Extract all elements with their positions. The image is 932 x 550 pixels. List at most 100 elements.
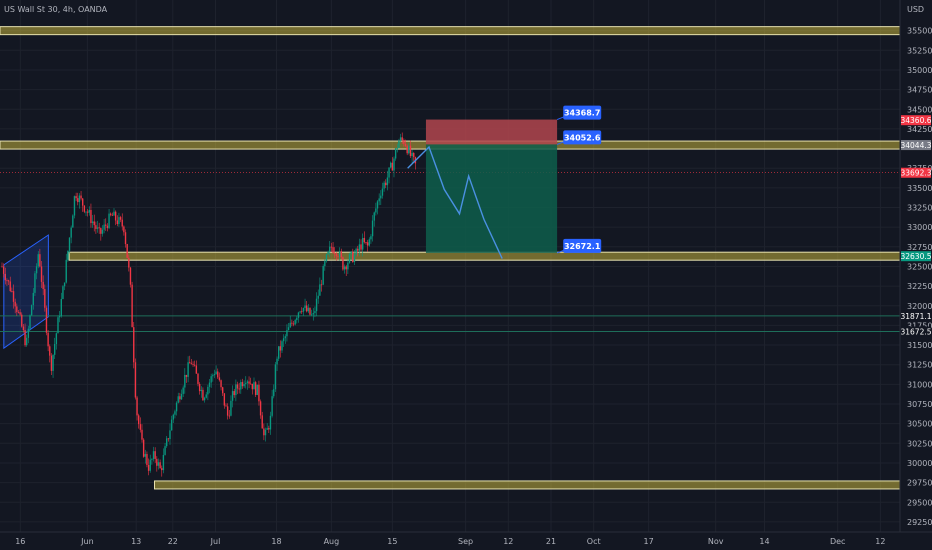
candle-body — [327, 251, 329, 255]
candle-body — [383, 182, 385, 189]
candle-body — [82, 198, 84, 206]
candle-body — [363, 237, 366, 243]
x-tick-label: 16 — [15, 537, 25, 546]
x-tick-label: Dec — [830, 537, 845, 546]
candle-body — [320, 284, 323, 286]
candle-body — [282, 338, 285, 342]
y-tick-label: 30250.0 — [907, 439, 932, 448]
candle-body — [35, 266, 38, 274]
candle-body — [376, 201, 379, 209]
candle-body — [19, 312, 21, 315]
candle-body — [231, 391, 234, 401]
candle-body — [314, 311, 316, 314]
candle-body — [12, 291, 15, 302]
candle-body — [220, 380, 222, 388]
x-tick-label: 22 — [168, 537, 178, 546]
candle-body — [78, 195, 81, 203]
y-tick-label: 30500.0 — [907, 420, 932, 429]
candle-body — [128, 257, 130, 268]
candle-body — [332, 247, 334, 253]
candle-body — [296, 317, 298, 321]
candle-body — [44, 289, 46, 308]
candle-body — [281, 341, 283, 351]
candle-body — [271, 396, 273, 416]
candle-body — [190, 363, 193, 365]
candle-body — [409, 145, 412, 157]
candle-body — [136, 397, 138, 416]
y-tick-label: 34250.0 — [907, 125, 932, 134]
candle-body — [223, 393, 226, 406]
candle-body — [45, 307, 48, 333]
candle-body — [312, 313, 314, 315]
x-tick-label: 13 — [131, 537, 141, 546]
candle-body — [406, 146, 408, 154]
candle-body — [342, 257, 344, 270]
y-tick-label: 31500.0 — [907, 341, 932, 350]
candle-body — [226, 406, 229, 416]
y-tick-label: 32750.0 — [907, 243, 932, 252]
candle-body — [138, 415, 140, 425]
projection-path — [407, 145, 503, 259]
candle-body — [72, 215, 74, 228]
candle-body — [297, 312, 300, 318]
price-tag-label: 33692.3 — [900, 169, 931, 178]
candle-body — [149, 459, 151, 471]
candle-body — [32, 292, 34, 306]
candle-body — [210, 376, 212, 383]
candle-body — [85, 211, 87, 213]
x-tick-label: 14 — [759, 537, 769, 546]
candle-body — [396, 148, 398, 149]
candle-body — [40, 266, 43, 282]
candle-body — [401, 137, 403, 141]
candle-body — [235, 384, 237, 396]
candle-body — [182, 387, 184, 394]
trend-channel — [3, 234, 49, 350]
candle-body — [277, 346, 280, 359]
candle-body — [11, 291, 13, 292]
candlesticks — [1, 132, 417, 477]
candle-body — [404, 144, 407, 147]
candle-body — [322, 266, 324, 285]
candle-body — [63, 282, 66, 287]
annotation-label: 34052.6 — [564, 133, 601, 142]
candle-body — [172, 414, 174, 420]
candle-body — [348, 254, 351, 263]
candle-body — [269, 415, 272, 430]
annotation-label: 32672.1 — [564, 242, 601, 251]
candle-body — [330, 246, 333, 248]
candle-body — [413, 152, 415, 158]
candle-body — [347, 262, 349, 270]
candle-body — [16, 306, 18, 312]
candle-body — [193, 364, 196, 366]
candle-body — [355, 248, 357, 255]
candle-body — [213, 374, 216, 376]
chart-title: US Wall St 30, 4h, OANDA — [4, 5, 108, 14]
candle-body — [9, 281, 11, 292]
price-axis[interactable]: USD 35500.0 35250.0 35000.0 34750.0 34500.0 3… — [899, 0, 932, 547]
candle-body — [398, 140, 400, 149]
candle-body — [161, 468, 163, 471]
time-axis[interactable]: 16 Jun 13 22 Jul 18 Aug 15 Sep 12 21 Oct 17 Nov 14 Dec 1… — [0, 531, 932, 550]
candle-body — [266, 428, 268, 430]
candle-body — [403, 140, 405, 145]
candle-body — [307, 307, 310, 312]
candle-body — [21, 314, 23, 327]
candle-body — [7, 280, 10, 282]
candle-body — [154, 451, 156, 459]
candle-body — [241, 382, 244, 387]
candle-body — [67, 250, 69, 260]
candle-body — [95, 225, 97, 229]
y-tick-label: 31750.0 — [907, 321, 932, 330]
candle-body — [207, 386, 209, 395]
candle-body — [118, 217, 120, 225]
candle-body — [121, 219, 123, 227]
candle-body — [245, 383, 247, 385]
candle-body — [131, 284, 133, 328]
y-tick-label: 34750.0 — [907, 86, 932, 95]
candle-body — [37, 254, 39, 267]
candle-body — [340, 251, 342, 258]
candle-body — [189, 362, 191, 364]
candle-body — [86, 211, 89, 213]
candle-body — [146, 454, 148, 465]
